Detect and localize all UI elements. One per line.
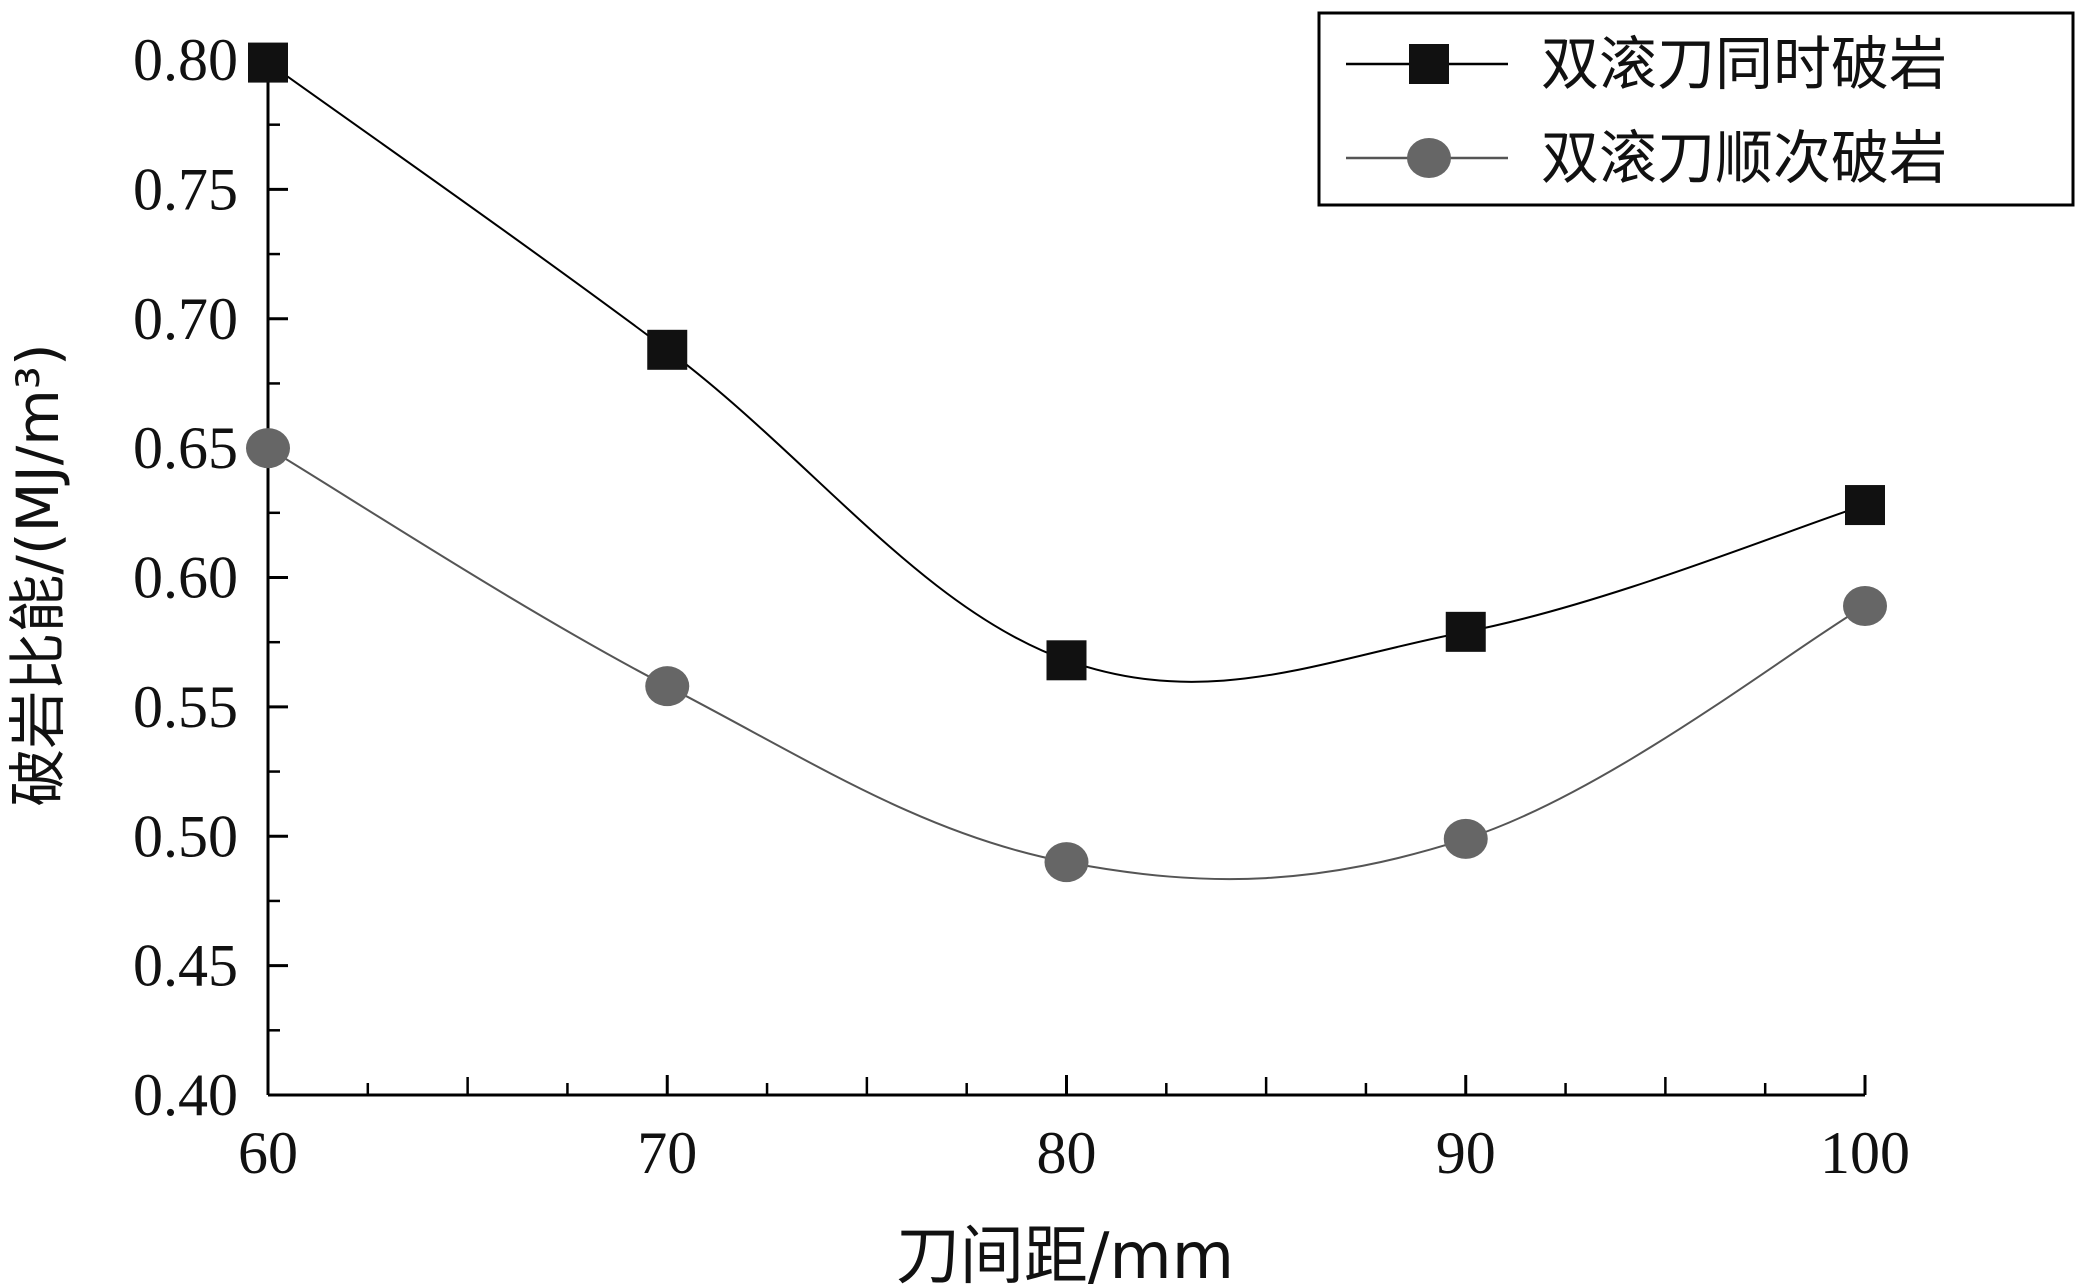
y-tick-label: 0.65 [133, 415, 238, 481]
x-tick-label: 60 [238, 1120, 298, 1186]
data-point-circle [1443, 818, 1488, 859]
legend-label: 双滚刀同时破岩 [1541, 30, 1947, 98]
legend-marker-square [1409, 44, 1449, 84]
y-tick-label: 0.60 [133, 545, 238, 611]
y-axis-title: 破岩比能/(MJ/m³) [4, 343, 72, 806]
data-point-square [647, 329, 688, 370]
data-point-square [1445, 611, 1486, 652]
data-point-circle [1843, 585, 1887, 626]
y-tick-label: 0.50 [133, 803, 238, 869]
y-tick-label: 0.40 [133, 1062, 238, 1128]
y-tick-label: 0.55 [133, 674, 238, 740]
data-point-square [1046, 640, 1087, 681]
x-axis-title: 刀间距/mm [896, 1220, 1234, 1286]
axes: 60 70 80 90 100 0.40 0.45 0.50 0.55 0.60 0.65 0.70 0… [133, 27, 1910, 1186]
series-layer [246, 42, 1887, 883]
x-tick-label: 90 [1436, 1120, 1496, 1186]
data-point-circle [645, 666, 690, 707]
y-tick-label: 0.75 [133, 156, 238, 222]
x-tick-label: 70 [637, 1120, 697, 1186]
legend-marker-circle [1407, 138, 1451, 178]
x-tick-label: 100 [1820, 1120, 1910, 1186]
x-tick-label: 80 [1037, 1120, 1097, 1186]
y-tick-label: 0.80 [133, 27, 238, 93]
data-point-circle [1044, 842, 1089, 883]
legend-label: 双滚刀顺次破岩 [1541, 124, 1947, 192]
y-tick-label: 0.45 [133, 933, 238, 999]
y-tick-label: 0.70 [133, 286, 238, 352]
data-point-square [1845, 485, 1885, 526]
data-point-square [248, 42, 288, 83]
data-point-circle [246, 428, 290, 469]
